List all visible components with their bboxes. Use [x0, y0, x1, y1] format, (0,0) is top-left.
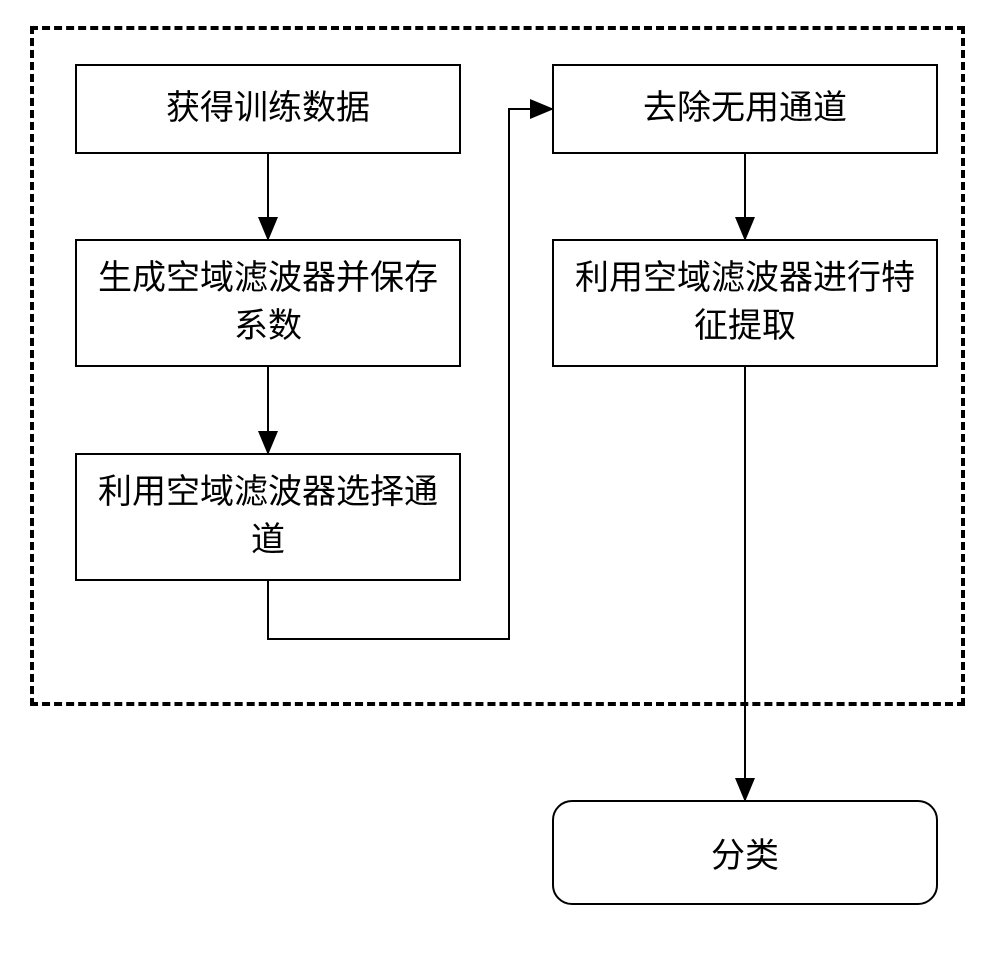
node-label: 利用空域滤波器进行特征提取 [574, 255, 916, 350]
node-obtain-training-data: 获得训练数据 [75, 64, 461, 154]
node-remove-useless-channels: 去除无用通道 [552, 64, 938, 154]
node-label: 获得训练数据 [166, 85, 370, 133]
node-label: 分类 [711, 828, 779, 877]
node-label: 生成空域滤波器并保存系数 [97, 255, 439, 350]
node-generate-spatial-filter: 生成空域滤波器并保存系数 [75, 239, 461, 367]
node-classification: 分类 [552, 800, 938, 905]
node-label: 去除无用通道 [643, 85, 847, 133]
node-select-channels: 利用空域滤波器选择通道 [75, 453, 461, 581]
node-label: 利用空域滤波器选择通道 [97, 469, 439, 564]
node-feature-extraction: 利用空域滤波器进行特征提取 [552, 239, 938, 367]
